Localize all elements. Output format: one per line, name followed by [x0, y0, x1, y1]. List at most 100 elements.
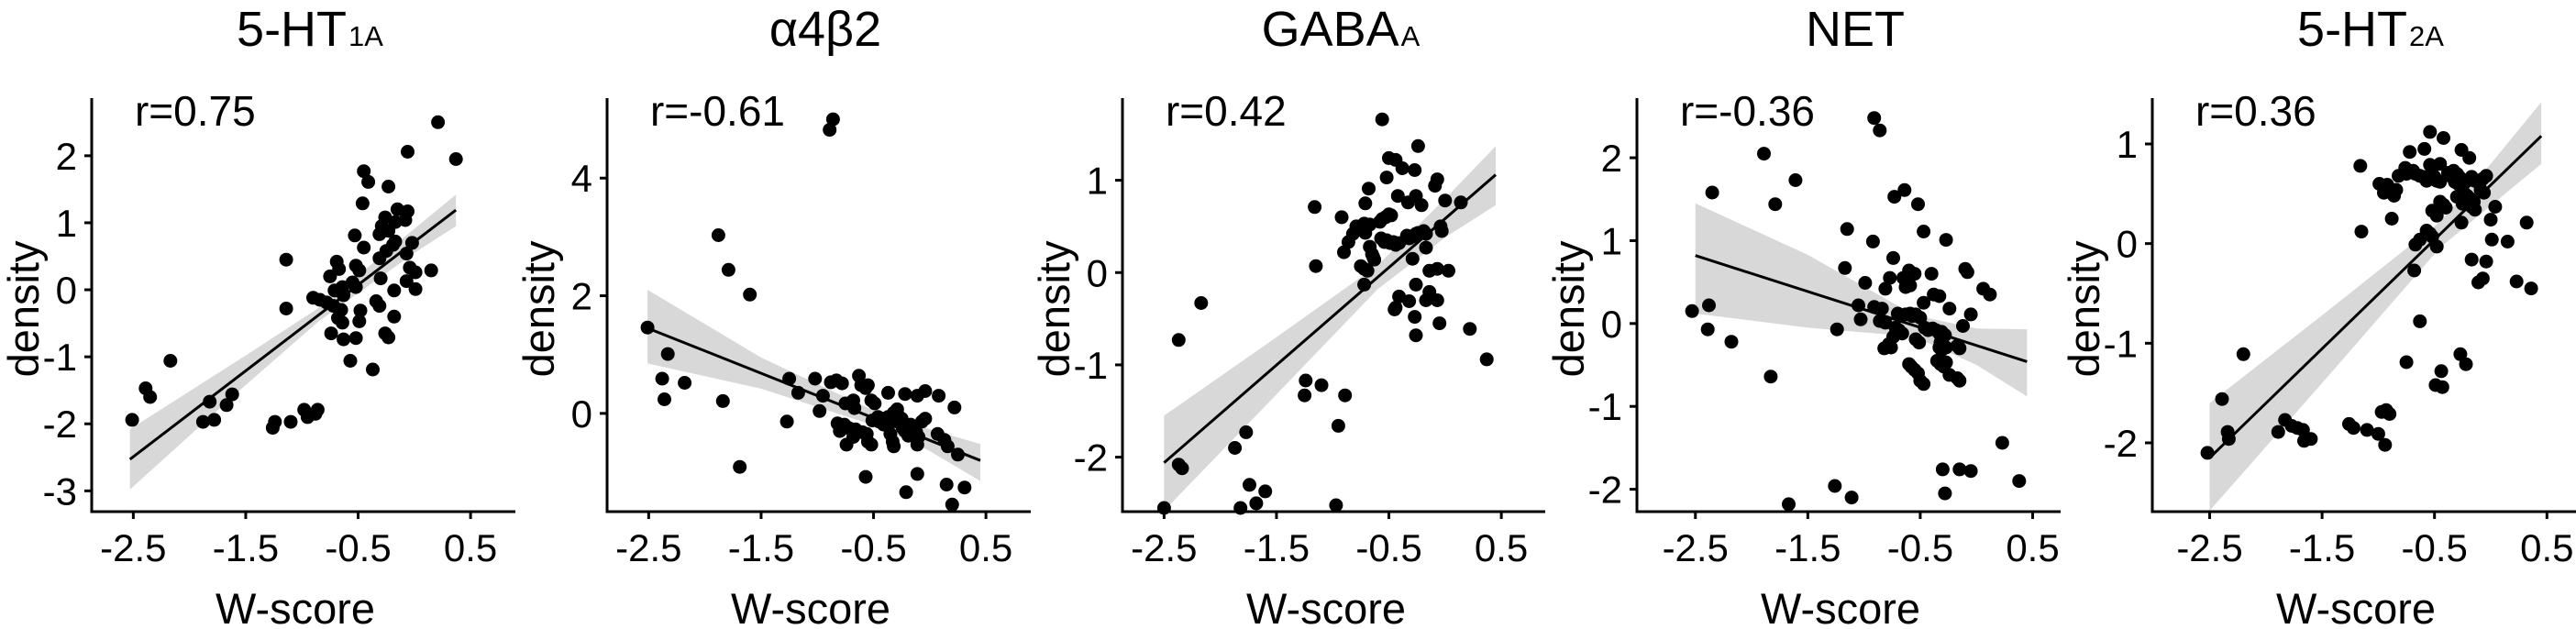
x-tick-label: -2.5: [2177, 526, 2243, 569]
scatter-point: [2215, 392, 2229, 406]
y-tick-label: 2: [570, 275, 591, 318]
scatter-point: [858, 469, 873, 484]
x-axis-label: W-score: [731, 584, 890, 629]
scatter-point: [355, 196, 370, 211]
scatter-point: [1952, 341, 1967, 356]
scatter-point: [2417, 141, 2432, 156]
scatter-point: [1407, 310, 1421, 325]
scatter-point: [2425, 204, 2439, 218]
scatter-point: [1939, 233, 1953, 248]
scatter-point: [348, 228, 362, 243]
scatter-point: [1297, 388, 1311, 403]
scatter-point: [1437, 193, 1452, 208]
scatter-point: [361, 174, 376, 189]
scatter-point: [1925, 267, 1940, 281]
scatter-point: [2464, 252, 2479, 267]
scatter-point: [846, 401, 861, 415]
regression-line: [1162, 173, 1497, 464]
scatter-point: [352, 263, 367, 278]
x-tick-label: 0.5: [444, 526, 497, 569]
scatter-point: [1395, 161, 1410, 176]
scatter-point: [373, 271, 388, 286]
scatter-point: [365, 362, 380, 377]
correlation-label: r=0.36: [2195, 87, 2316, 135]
scatter-point: [2433, 157, 2448, 171]
scatter-point: [2271, 425, 2285, 439]
panel-title-main: GABA: [1261, 2, 1399, 57]
x-tick-label: -1.5: [1243, 526, 1309, 569]
x-tick-label: -0.5: [325, 526, 391, 569]
scatter-point: [2477, 185, 2492, 200]
scatter-point: [353, 303, 368, 318]
scatter-point: [1405, 251, 1420, 266]
scatter-point: [721, 262, 735, 277]
y-tick-label: -2: [2104, 422, 2138, 465]
scatter-point: [372, 251, 387, 266]
scatter-point: [1410, 138, 1425, 153]
y-tick-label: 1: [56, 202, 77, 245]
scatter-point: [2433, 174, 2448, 189]
scatter-point: [219, 398, 234, 413]
scatter-point: [1952, 373, 1967, 388]
scatter-point: [2435, 380, 2449, 394]
scatter-point: [1334, 210, 1349, 225]
scatter-point: [1419, 240, 1433, 255]
scatter-point: [1961, 265, 1975, 280]
scatter-point: [1938, 486, 1952, 501]
scatter-point: [2454, 215, 2469, 230]
panel-title-main: 5-HT: [237, 2, 347, 57]
scatter-point: [1384, 208, 1399, 223]
scatter-point: [2468, 203, 2482, 217]
y-tick-label: -1: [1588, 385, 1622, 428]
y-axis-label: density: [0, 240, 48, 377]
scatter-point: [1956, 318, 1971, 333]
x-axis-label: W-score: [216, 584, 375, 629]
scatter-point: [1912, 336, 1927, 350]
panel-title: 5-HT2A: [2297, 2, 2444, 57]
scatter-point: [2423, 125, 2438, 139]
y-tick-label: 0: [56, 269, 77, 312]
scatter-point: [918, 383, 933, 398]
confidence-band: [2209, 102, 2542, 511]
scatter-point: [1705, 185, 1719, 200]
scatter-point: [950, 447, 965, 462]
scatter-point: [781, 371, 796, 386]
panel-title: α4β2: [769, 2, 881, 57]
scatter-point: [880, 385, 895, 400]
scatter-point: [337, 332, 351, 347]
scatter-point: [1917, 377, 1931, 392]
scatter-point: [1763, 370, 1778, 384]
panel-title: NET: [1806, 2, 1905, 57]
scatter-point: [2453, 347, 2468, 361]
scatter-point: [1844, 491, 1859, 505]
scatter-point: [898, 387, 912, 402]
y-tick-label: -1: [1073, 344, 1107, 387]
scatter-point: [1702, 298, 1717, 313]
scatter-point: [2384, 212, 2399, 226]
scatter-point: [2012, 474, 2027, 489]
scatter-point: [1866, 234, 1881, 248]
scatter-point: [1897, 182, 1912, 197]
scatter-point: [1409, 277, 1423, 292]
x-tick-label: -2.5: [1663, 526, 1729, 569]
scatter-point: [657, 392, 671, 406]
scatter-point: [1414, 198, 1429, 213]
scatter-point: [1401, 294, 1416, 309]
scatter-point: [742, 287, 757, 302]
y-tick-label: -2: [1073, 436, 1107, 480]
scatter-point: [790, 385, 805, 400]
panel-a4b2: -2.5 -1.5 -0.5 0.5 0 2 4 α4β2 r=-0.61 W-score dens…: [515, 2, 1031, 629]
scatter-point: [815, 389, 830, 403]
scatter-point: [860, 378, 875, 392]
scatter-point: [939, 477, 954, 491]
x-tick-label: 0.5: [2007, 526, 2060, 569]
scatter-point: [931, 389, 945, 403]
panel-5-ht2a: -2.5 -1.5 -0.5 0.5 -2 -1 0 1 5-HT2A r=0.36 W-score…: [2061, 2, 2576, 629]
scatter-point: [1462, 322, 1476, 337]
scatter-point: [2399, 355, 2414, 370]
panel-title-main: NET: [1806, 2, 1905, 57]
scatter-point: [1963, 464, 1978, 479]
y-axis-label: density: [515, 240, 563, 377]
scatter-point: [387, 283, 402, 298]
